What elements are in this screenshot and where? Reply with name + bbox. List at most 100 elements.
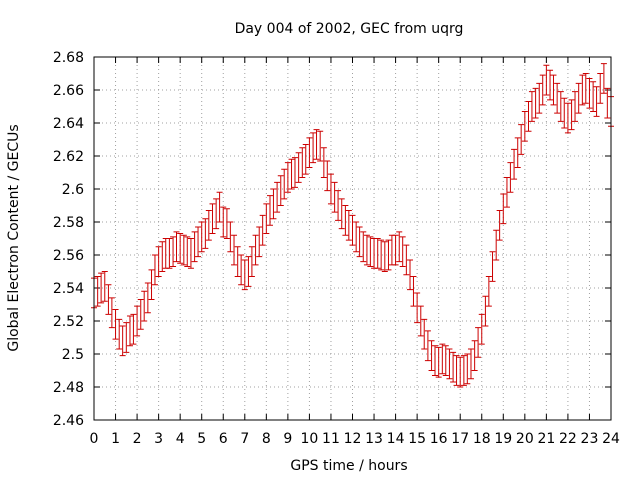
data-point-errorbar: [209, 203, 216, 235]
data-point-errorbar: [270, 188, 277, 220]
data-point-errorbar: [417, 305, 424, 337]
x-tick-label: 2: [133, 431, 142, 447]
data-point-errorbar: [572, 91, 579, 122]
x-tick-label: 20: [516, 431, 534, 447]
data-point-errorbar: [302, 143, 309, 175]
data-point-errorbar: [263, 203, 270, 235]
data-point-errorbar: [378, 239, 385, 271]
data-point-errorbar: [435, 346, 442, 378]
data-point-errorbar: [374, 238, 381, 269]
data-point-errorbar: [446, 348, 453, 380]
x-tick-label: 16: [430, 431, 448, 447]
data-point-errorbar: [493, 229, 500, 261]
data-point-errorbar: [238, 254, 245, 286]
data-point-errorbar: [195, 226, 202, 258]
data-point-errorbar: [579, 74, 586, 106]
y-tick-label: 2.68: [53, 50, 84, 66]
x-tick-label: 1: [111, 431, 120, 447]
data-point-errorbar: [536, 82, 543, 114]
data-point-errorbar: [407, 259, 414, 291]
data-point-errorbar: [363, 234, 370, 266]
data-point-errorbar: [424, 330, 431, 362]
data-point-errorbar: [604, 87, 611, 119]
chart-title: Day 004 of 2002, GEC from uqrg: [235, 21, 464, 37]
data-point-errorbar: [507, 162, 514, 193]
y-tick-label: 2.54: [53, 281, 84, 297]
x-tick-label: 9: [283, 431, 292, 447]
data-point-errorbar: [582, 73, 589, 104]
data-point-errorbar: [482, 295, 489, 327]
data-point-errorbar: [234, 246, 241, 277]
data-point-errorbar: [184, 236, 191, 268]
data-point-errorbar: [342, 205, 349, 236]
data-point-errorbar: [586, 77, 593, 109]
data-point-errorbar: [198, 221, 205, 253]
data-point-errorbar: [119, 325, 126, 357]
data-point-errorbar: [281, 168, 288, 200]
data-point-errorbar: [367, 236, 374, 268]
data-point-errorbar: [331, 181, 338, 213]
data-point-errorbar: [166, 238, 173, 269]
data-point-errorbar: [223, 208, 230, 239]
plot-frame: [93, 56, 612, 421]
y-tick-label: 2.5: [62, 347, 84, 363]
data-point-errorbar: [550, 74, 557, 106]
data-point-errorbar: [338, 198, 345, 230]
data-point-errorbar: [327, 173, 334, 205]
data-point-errorbar: [213, 198, 220, 230]
data-point-errorbar: [295, 152, 302, 183]
data-point-errorbar: [155, 246, 162, 277]
data-point-errorbar: [284, 162, 291, 193]
data-point-errorbar: [252, 234, 259, 266]
x-tick-label: 17: [451, 431, 469, 447]
data-point-errorbar: [151, 254, 158, 286]
data-point-errorbar: [432, 345, 439, 376]
y-tick-label: 2.58: [53, 215, 84, 231]
data-point-errorbar: [266, 195, 273, 226]
data-point-errorbar: [593, 86, 600, 117]
data-point-errorbar: [539, 74, 546, 106]
data-point-errorbar: [500, 193, 507, 225]
data-point-errorbar: [105, 284, 112, 315]
x-tick-label: 5: [197, 431, 206, 447]
data-point-errorbar: [173, 231, 180, 263]
data-point-errorbar: [453, 355, 460, 386]
data-point-errorbar: [528, 91, 535, 122]
data-series: [91, 63, 614, 388]
data-point-errorbar: [403, 244, 410, 276]
data-point-errorbar: [116, 318, 123, 350]
data-point-errorbar: [94, 275, 101, 307]
data-point-errorbar: [561, 97, 568, 129]
data-point-errorbar: [511, 148, 518, 180]
x-tick-label: 8: [262, 431, 271, 447]
data-point-errorbar: [227, 221, 234, 253]
data-point-errorbar: [349, 214, 356, 246]
x-tick-label: 21: [537, 431, 555, 447]
data-point-errorbar: [170, 236, 177, 268]
data-point-errorbar: [313, 129, 320, 160]
data-point-errorbar: [248, 246, 255, 277]
data-point-errorbar: [564, 102, 571, 134]
data-point-errorbar: [514, 137, 521, 169]
data-point-errorbar: [245, 256, 252, 287]
x-tick-label: 10: [301, 431, 319, 447]
x-tick-label: 3: [154, 431, 163, 447]
data-point-errorbar: [464, 353, 471, 385]
data-point-errorbar: [381, 241, 388, 272]
x-tick-label: 23: [581, 431, 599, 447]
data-point-errorbar: [144, 282, 151, 314]
grid-lines: [94, 57, 611, 420]
data-point-errorbar: [216, 191, 223, 223]
data-point-errorbar: [396, 231, 403, 263]
data-point-errorbar: [180, 234, 187, 266]
axis-ticks: [93, 56, 612, 421]
data-point-errorbar: [554, 82, 561, 114]
data-point-errorbar: [410, 275, 417, 307]
x-tick-label: 15: [408, 431, 426, 447]
x-tick-label: 19: [494, 431, 512, 447]
data-point-errorbar: [525, 101, 532, 132]
x-tick-label: 11: [322, 431, 340, 447]
data-point-errorbar: [259, 214, 266, 246]
x-tick-labels: 0 1 2 3 4 5 6 7 8 9 10 11 12 13 14 15 16 17 18 19 20 21 22 23 24: [90, 431, 620, 447]
